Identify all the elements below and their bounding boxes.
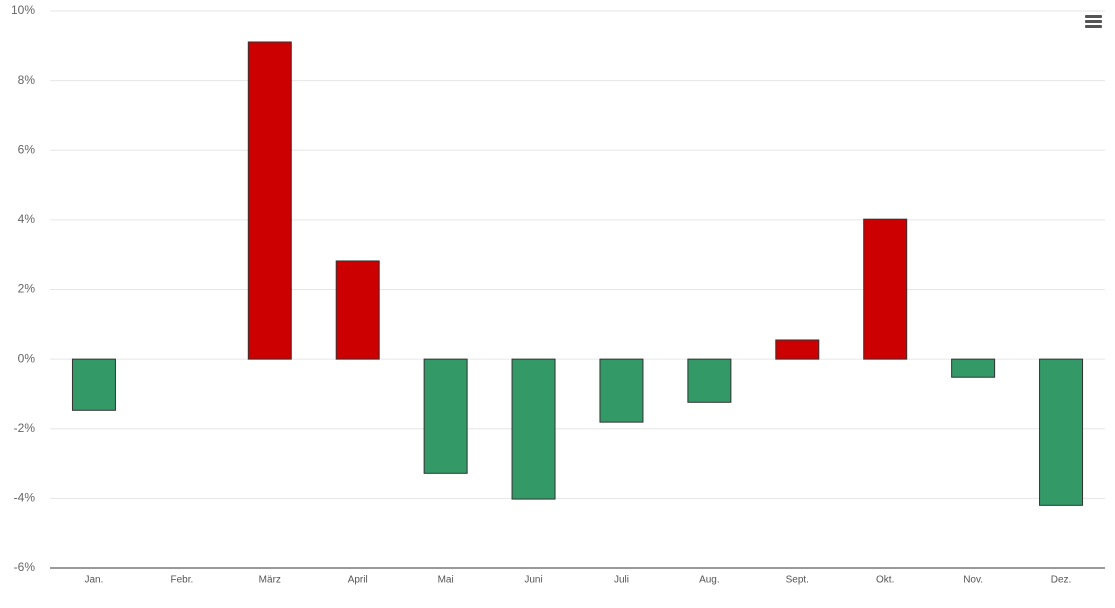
x-tick-label: Okt. <box>876 575 894 586</box>
bar <box>951 358 996 378</box>
x-tick-label: Mai <box>438 575 454 586</box>
x-tick-label: Juni <box>524 575 542 586</box>
bar <box>335 260 380 360</box>
x-tick-label: Aug. <box>699 575 720 586</box>
y-tick-label: -4% <box>14 491 36 505</box>
bar <box>511 358 556 500</box>
x-tick-label: Dez. <box>1051 575 1072 586</box>
bar <box>1039 358 1084 506</box>
y-tick-label: -6% <box>14 560 36 574</box>
y-tick-label: 2% <box>18 282 36 296</box>
y-tick-label: -2% <box>14 421 36 435</box>
x-tick-label: April <box>348 575 368 586</box>
y-tick-label: 6% <box>18 142 36 156</box>
bar <box>71 358 116 411</box>
y-tick-label: 4% <box>18 212 36 226</box>
x-tick-label: Juli <box>614 575 629 586</box>
menu-button[interactable] <box>1085 15 1102 28</box>
bar <box>247 41 292 360</box>
x-tick-label: März <box>259 575 281 586</box>
bar <box>775 339 820 360</box>
y-tick-label: 0% <box>18 351 36 365</box>
y-tick-label: 10% <box>11 3 35 17</box>
menu-bar <box>1085 20 1102 23</box>
x-tick-label: Nov. <box>963 575 983 586</box>
bar <box>863 218 908 360</box>
menu-bar <box>1085 25 1102 28</box>
bar <box>687 358 732 403</box>
x-tick-label: Febr. <box>170 575 193 586</box>
x-tick-label: Jan. <box>85 575 104 586</box>
bar <box>423 358 468 474</box>
menu-bar <box>1085 15 1102 18</box>
bar <box>599 358 644 423</box>
x-tick-label: Sept. <box>786 575 809 586</box>
y-tick-label: 8% <box>18 73 36 87</box>
